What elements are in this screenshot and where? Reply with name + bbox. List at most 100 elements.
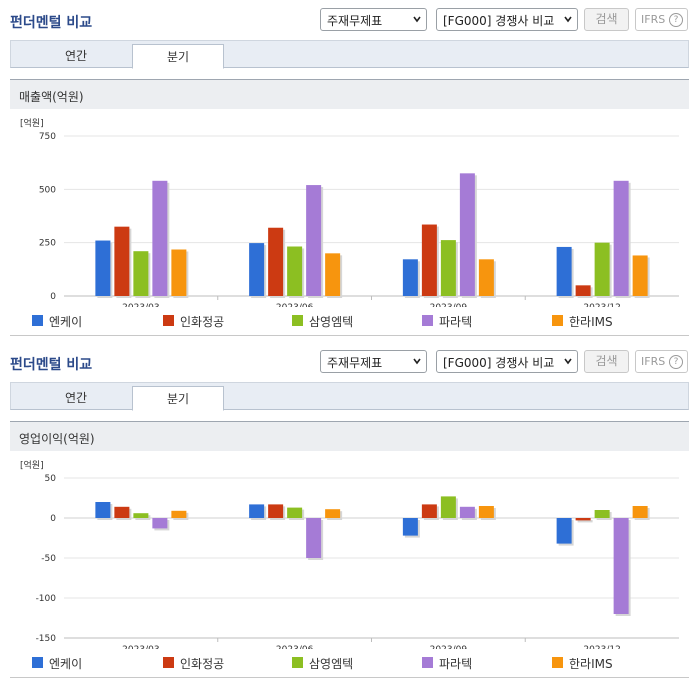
legend-label: 엔케이: [49, 657, 83, 671]
bar-shadow: [577, 520, 593, 523]
peer-group-select[interactable]: [FG000] 경쟁사 비교: [436, 350, 578, 373]
divider: [10, 677, 689, 678]
bar: [114, 226, 130, 296]
bar: [325, 509, 341, 518]
y-tick-label: -100: [36, 594, 57, 604]
bar: [459, 173, 475, 296]
section-title: 매출액(억원): [19, 90, 84, 104]
bar: [268, 227, 284, 296]
legend-swatch: [292, 657, 303, 668]
bar: [421, 224, 437, 296]
bar: [556, 518, 572, 544]
period-tabs: 연간 분기: [10, 40, 689, 69]
bar: [556, 246, 572, 296]
peer-group-select[interactable]: [FG000] 경쟁사 비교: [436, 8, 578, 31]
x-tick-label: 2023/03: [122, 303, 159, 307]
bar: [632, 255, 648, 296]
tab-quarterly[interactable]: 분기: [132, 44, 224, 69]
bar: [440, 240, 456, 296]
search-button[interactable]: 검색: [584, 8, 629, 31]
fundamental-panel-1: 펀더멘털 비교 주재무제표 [FG000] 경쟁사 비교 검색 IFRS ? 연…: [0, 0, 696, 336]
chevron-down-icon: [564, 358, 572, 365]
legend-swatch: [552, 657, 563, 668]
statement-type-select[interactable]: 주재무제표: [320, 8, 427, 31]
statement-type-value: 주재무제표: [327, 14, 383, 28]
ifrs-button[interactable]: IFRS ?: [635, 350, 688, 373]
legend-label: 인화정공: [180, 657, 225, 671]
legend-swatch: [32, 657, 43, 668]
legend-label: 삼영엠텍: [309, 657, 354, 671]
y-tick-label: 750: [39, 132, 56, 142]
tab-yearly[interactable]: 연간: [64, 391, 88, 405]
legend-label: 인화정공: [180, 315, 225, 329]
bar: [287, 507, 303, 518]
ifrs-label: IFRS: [641, 355, 666, 368]
ifrs-button[interactable]: IFRS ?: [635, 8, 688, 31]
y-tick-label: 50: [45, 474, 57, 484]
revenue-chart: [억원] 0 250 500 750 2023/03 2023/06 2023/09 2023/…: [20, 117, 679, 307]
bar: [249, 243, 265, 296]
panel-header: 펀더멘털 비교 주재무제표 [FG000] 경쟁사 비교 검색 IFRS ?: [0, 0, 696, 40]
bar: [632, 506, 648, 518]
bar: [95, 240, 111, 296]
bar: [575, 518, 591, 521]
y-tick-label: 250: [39, 239, 56, 249]
legend-swatch: [552, 315, 563, 326]
legend-swatch: [163, 657, 174, 668]
tab-yearly[interactable]: 연간: [64, 49, 88, 63]
bar: [325, 253, 341, 296]
bar: [287, 246, 303, 296]
section-header: 영업이익(억원): [10, 421, 689, 451]
x-tick-label: 2023/09: [430, 645, 468, 649]
bar: [402, 518, 418, 536]
legend-label: 파라텍: [439, 315, 473, 329]
legend-swatch: [32, 315, 43, 326]
unit-label: [억원]: [20, 459, 44, 471]
y-tick-label: 500: [39, 185, 56, 195]
unit-label: [억원]: [20, 117, 44, 129]
legend-swatch: [292, 315, 303, 326]
x-tick-label: 2023/12: [583, 303, 620, 307]
chevron-down-icon: [413, 16, 421, 23]
bar: [421, 504, 437, 518]
bar: [133, 513, 149, 518]
bar: [152, 180, 168, 296]
bar: [268, 504, 284, 518]
bar: [306, 518, 322, 558]
bar: [459, 506, 475, 518]
legend-label: 삼영엠텍: [309, 315, 354, 329]
bar: [613, 180, 629, 296]
section-title: 영업이익(억원): [19, 432, 95, 446]
y-tick-label: -50: [41, 554, 56, 564]
fundamental-panel-2: 펀더멘털 비교 주재무제표 [FG000] 경쟁사 비교 검색 IFRS ? 연…: [0, 342, 696, 684]
x-tick-label: 2023/09: [430, 303, 468, 307]
search-button[interactable]: 검색: [584, 350, 629, 373]
bar: [95, 502, 111, 518]
help-icon[interactable]: ?: [669, 13, 683, 27]
ifrs-label: IFRS: [641, 13, 666, 26]
bar: [613, 518, 629, 614]
tab-quarterly[interactable]: 분기: [132, 386, 224, 411]
section-header: 매출액(억원): [10, 79, 689, 109]
statement-type-select[interactable]: 주재무제표: [320, 350, 427, 373]
bar: [306, 185, 322, 296]
bar: [171, 249, 187, 296]
y-tick-label: 0: [50, 292, 56, 302]
panel-title: 펀더멘털 비교: [10, 357, 93, 373]
bar: [402, 259, 418, 296]
bar: [440, 496, 456, 518]
bar: [249, 504, 265, 518]
legend-label: 엔케이: [49, 315, 83, 329]
peer-group-value: [FG000] 경쟁사 비교: [443, 14, 555, 28]
bar: [114, 506, 130, 518]
y-tick-label: 0: [50, 514, 56, 524]
chevron-down-icon: [413, 358, 421, 365]
legend-label: 파라텍: [439, 657, 473, 671]
bar: [575, 285, 591, 296]
panel-title: 펀더멘털 비교: [10, 15, 93, 31]
bar: [171, 510, 187, 518]
legend-label: 한라IMS: [569, 315, 613, 329]
chart-legend: 엔케이 인화정공 삼영엠텍 파라텍 한라IMS: [10, 311, 689, 331]
bar: [478, 259, 494, 296]
help-icon[interactable]: ?: [669, 355, 683, 369]
